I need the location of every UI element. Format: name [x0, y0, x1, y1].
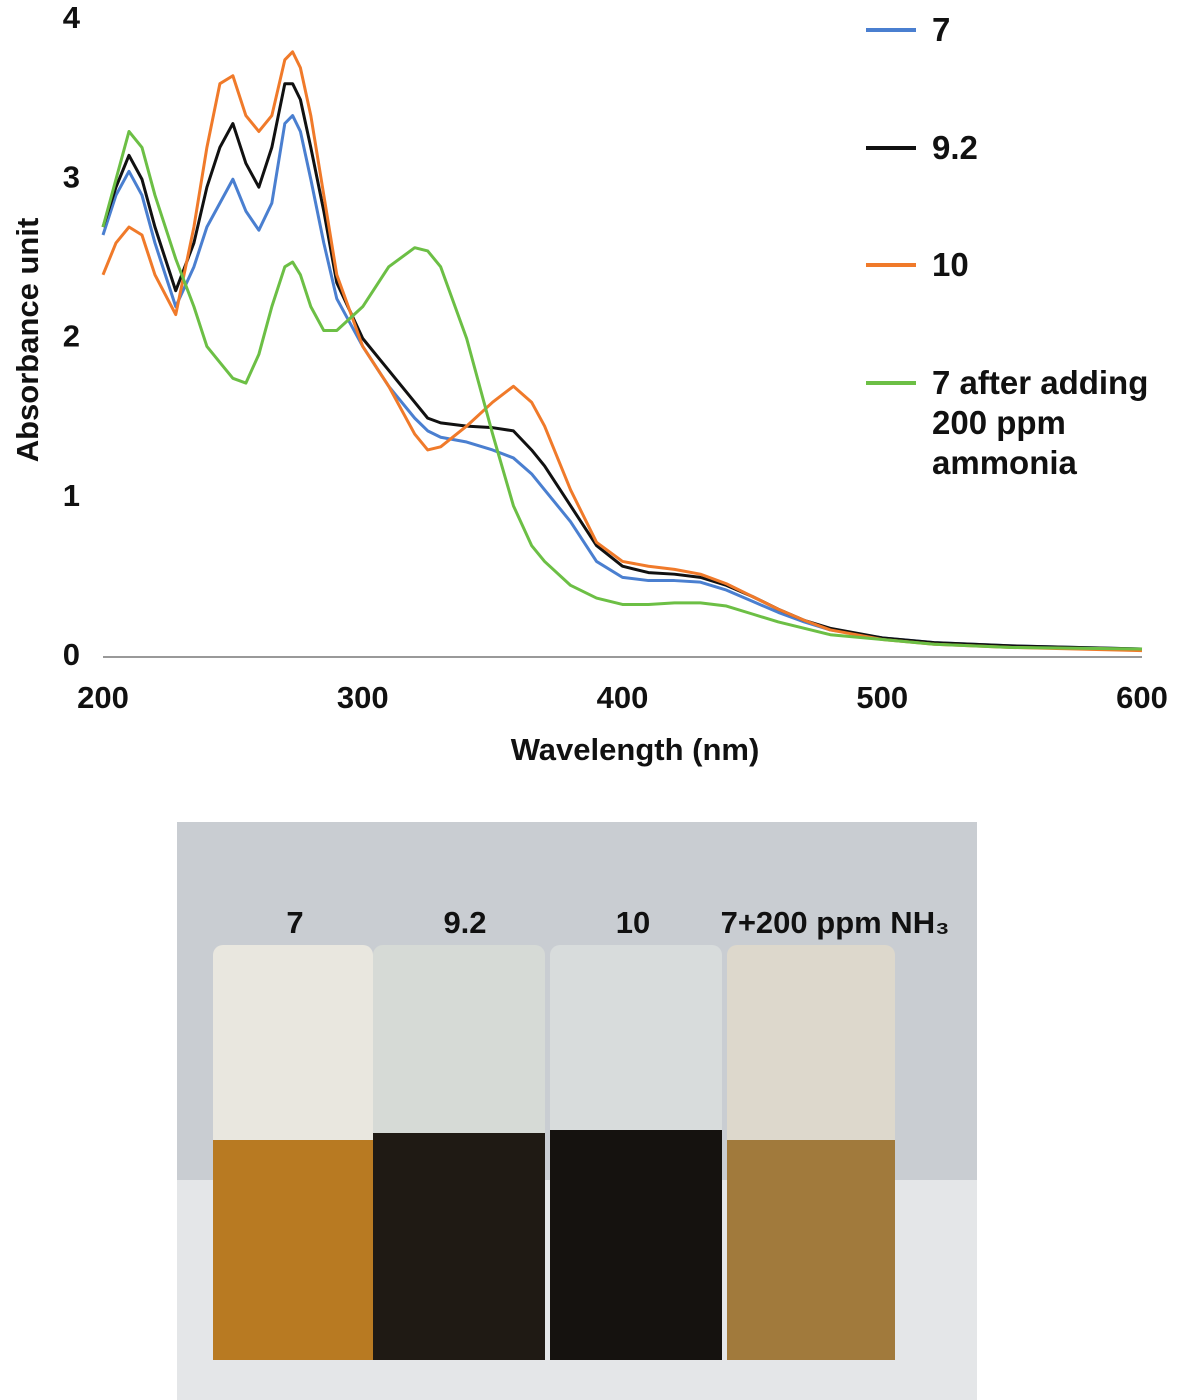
photo-label: 7	[286, 905, 303, 940]
x-tick-label: 400	[597, 680, 649, 715]
y-tick-label: 4	[63, 0, 81, 35]
line-series	[101, 129, 1143, 651]
photo-label: 10	[616, 905, 650, 940]
x-tick-label: 300	[337, 680, 389, 715]
y-tick-label: 1	[63, 478, 80, 513]
photo-label: 9.2	[443, 905, 486, 940]
legend-label: 7 after adding 200 ppm ammonia	[932, 364, 1149, 481]
legend-label: 9.2	[932, 129, 978, 166]
vial-liquid	[550, 1130, 722, 1360]
x-tick-label: 500	[856, 680, 908, 715]
y-tick-label: 3	[63, 159, 80, 194]
legend-label: 10	[932, 246, 969, 283]
x-tick-label: 200	[77, 680, 129, 715]
vial-liquid	[213, 1140, 373, 1360]
legend-label: 7	[932, 11, 951, 48]
y-axis-title: Absorbance unit	[10, 218, 45, 463]
vial-liquid	[727, 1140, 895, 1360]
line-series	[101, 50, 1143, 653]
y-tick-label: 2	[63, 319, 80, 354]
vial-liquid	[373, 1133, 545, 1360]
photo-label: 7+200 ppm NH₃	[721, 905, 950, 940]
y-tick-label: 0	[63, 637, 80, 672]
x-tick-label: 600	[1116, 680, 1168, 715]
x-axis-title: Wavelength (nm)	[511, 732, 760, 767]
line-series	[101, 114, 1143, 651]
